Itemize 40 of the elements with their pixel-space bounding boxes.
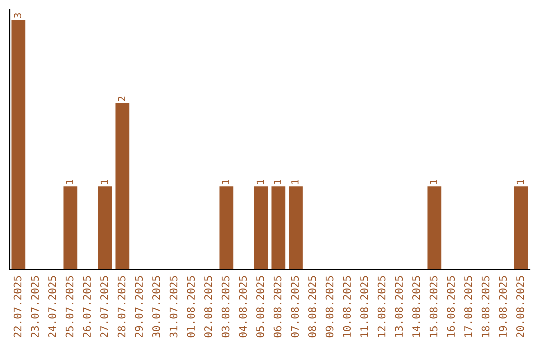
x-tick-label: 18.08.2025: [482, 276, 490, 338]
x-tick-label: 09.08.2025: [326, 276, 334, 338]
x-tick-label: 13.08.2025: [395, 276, 404, 338]
x-tick-label: 26.07.2025: [83, 276, 92, 338]
x-tick-label: 25.07.2025: [66, 276, 74, 338]
x-tick-label: 12.08.2025: [378, 276, 386, 338]
x-tick-label: 04.08.2025: [239, 276, 248, 338]
x-tick-label: 20.08.2025: [516, 276, 524, 338]
x-tick-label: 08.08.2025: [308, 276, 316, 338]
x-tick-label: 11.08.2025: [360, 276, 368, 338]
x-tick-label: 17.08.2025: [464, 276, 472, 338]
x-tick-label: 24.07.2025: [48, 276, 56, 338]
x-tick-label: 16.08.2025: [447, 276, 456, 338]
x-tick-label: 28.07.2025: [118, 276, 126, 338]
data-label: 1: [100, 180, 108, 184]
x-tick-label: 06.08.2025: [274, 276, 282, 338]
x-tick-label: 29.07.2025: [135, 276, 144, 338]
x-tick-label: 03.08.2025: [222, 276, 230, 338]
x-tick-label: 02.08.2025: [204, 276, 212, 338]
x-tick-label: 23.07.2025: [31, 276, 40, 338]
data-label: 1: [292, 180, 299, 184]
x-tick-label: 01.08.2025: [187, 276, 196, 338]
x-tick-label: 22.07.2025: [14, 276, 22, 338]
x-tick-label: 10.08.2025: [343, 276, 352, 338]
x-tick-label: 19.08.2025: [499, 276, 508, 338]
data-label: 1: [66, 180, 74, 184]
data-label: 1: [222, 180, 230, 184]
x-tick-label: 31.07.2025: [170, 276, 178, 338]
data-label: 3: [14, 13, 22, 18]
data-label: 1: [430, 180, 438, 184]
data-label: 1: [274, 180, 282, 184]
x-tick-label: 27.07.2025: [100, 276, 108, 338]
data-label: 1: [256, 180, 264, 184]
data-label: 1: [516, 180, 524, 184]
x-tick-label: 30.07.2025: [152, 276, 160, 338]
data-label: 2: [118, 96, 126, 102]
x-tick-label: 07.08.2025: [291, 276, 300, 338]
x-tick-label: 05.08.2025: [256, 276, 264, 338]
x-tick-label: 15.08.2025: [430, 276, 438, 338]
x-tick-label: 14.08.2025: [412, 276, 420, 338]
